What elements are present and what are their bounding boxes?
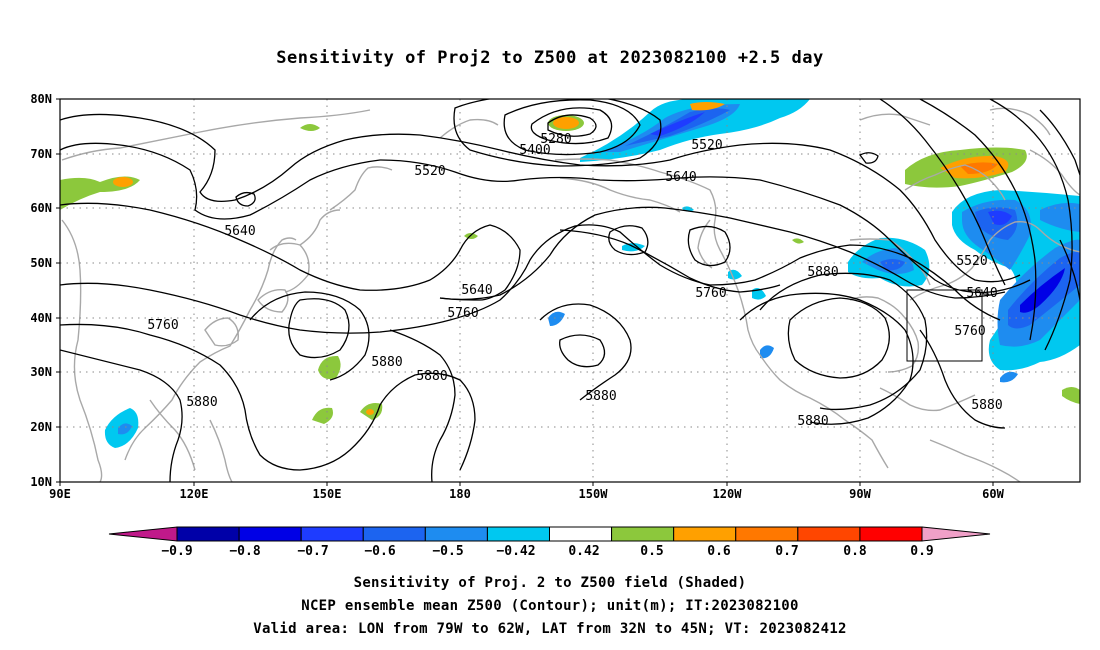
lat-label: 80N [30, 92, 52, 106]
contour-label: 5760 [147, 318, 178, 333]
lon-label: 60W [982, 487, 1004, 501]
contour-label: 5880 [416, 369, 447, 384]
colorbar-swatch [238, 526, 302, 542]
colorbar-swatch [362, 526, 426, 542]
caption-line-3: Valid area: LON from 79W to 62W, LAT fro… [253, 621, 847, 637]
contour-label: 5880 [971, 398, 1002, 413]
colorbar-label: −0.8 [229, 544, 261, 559]
colorbar-swatch [611, 526, 675, 542]
lon-label: 150E [313, 487, 342, 501]
colorbar-label: 0.6 [707, 544, 731, 559]
colorbar-label: −0.6 [364, 544, 396, 559]
lon-label: 150W [579, 487, 609, 501]
colorbar-label: −0.5 [432, 544, 464, 559]
lat-label: 50N [30, 256, 52, 270]
colorbar-swatch [176, 526, 240, 542]
contour-label: 5760 [954, 324, 985, 339]
colorbar-swatch [673, 526, 737, 542]
colorbar-swatch [424, 526, 488, 542]
colorbar-label: 0.8 [843, 544, 867, 559]
contour-label: 5640 [665, 170, 696, 185]
contour-label: 5640 [224, 224, 255, 239]
lon-label: 120W [713, 487, 743, 501]
contour-labels: 5280 5400 5520 5520 5520 5640 5640 5640 … [147, 132, 1002, 429]
colorbar-swatch [549, 526, 613, 542]
valid-area-box [906, 289, 983, 362]
map-title: Sensitivity of Proj2 to Z500 at 20230821… [276, 48, 824, 68]
contour-label: 5520 [691, 138, 722, 153]
contour-label: 5880 [807, 265, 838, 280]
colorbar-label: −0.9 [161, 544, 193, 559]
contour-label: 5880 [797, 414, 828, 429]
longitude-labels: 90E 120E 150E 180 150W 120W 90W 60W [49, 487, 1004, 501]
axis-ticks [56, 98, 994, 486]
lon-label: 180 [449, 487, 471, 501]
colorbar-left-arrow [108, 526, 178, 542]
contour-label: 5520 [414, 164, 445, 179]
colorbar-right-arrow [921, 526, 991, 542]
contour-label: 5640 [461, 283, 492, 298]
contour-label: 5280 [540, 132, 571, 147]
colorbar-swatch [486, 526, 550, 542]
caption-line-1: Sensitivity of Proj. 2 to Z500 field (Sh… [353, 575, 747, 591]
lon-label: 120E [180, 487, 209, 501]
contour-label: 5520 [956, 254, 987, 269]
colorbar-label: −0.7 [297, 544, 329, 559]
contour-label: 5760 [695, 286, 726, 301]
caption-line-2: NCEP ensemble mean Z500 (Contour); unit(… [301, 598, 799, 614]
colorbar-label: 0.9 [910, 544, 934, 559]
contour-label: 5640 [966, 286, 997, 301]
colorbar-label: 0.5 [640, 544, 664, 559]
contour-label: 5400 [519, 143, 550, 158]
colorbar-label: −0.42 [496, 544, 536, 559]
colorbar-label: 0.42 [568, 544, 600, 559]
lat-label: 70N [30, 147, 52, 161]
contour-label: 5880 [186, 395, 217, 410]
z500-contours [60, 99, 1080, 482]
lat-label: 60N [30, 201, 52, 215]
contour-label: 5760 [447, 306, 478, 321]
contour-label: 5880 [585, 389, 616, 404]
lon-label: 90E [49, 487, 71, 501]
colorbar [108, 526, 991, 542]
map-frame [59, 98, 1081, 483]
lon-label: 90W [849, 487, 871, 501]
colorbar-label: 0.7 [775, 544, 799, 559]
colorbar-swatch [859, 526, 923, 542]
lat-label: 20N [30, 420, 52, 434]
contour-label: 5880 [371, 355, 402, 370]
colorbar-swatch [797, 526, 861, 542]
lat-label: 10N [30, 475, 52, 489]
lat-label: 40N [30, 311, 52, 325]
graticule [60, 99, 1080, 482]
colorbar-swatch [300, 526, 364, 542]
sensitivity-shading [60, 99, 1080, 448]
latitude-labels: 80N 70N 60N 50N 40N 30N 20N 10N [30, 92, 52, 489]
colorbar-swatch [735, 526, 799, 542]
lat-label: 30N [30, 365, 52, 379]
